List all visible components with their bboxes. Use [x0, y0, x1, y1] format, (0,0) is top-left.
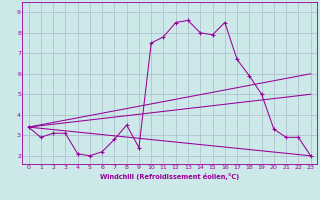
X-axis label: Windchill (Refroidissement éolien,°C): Windchill (Refroidissement éolien,°C)	[100, 173, 239, 180]
